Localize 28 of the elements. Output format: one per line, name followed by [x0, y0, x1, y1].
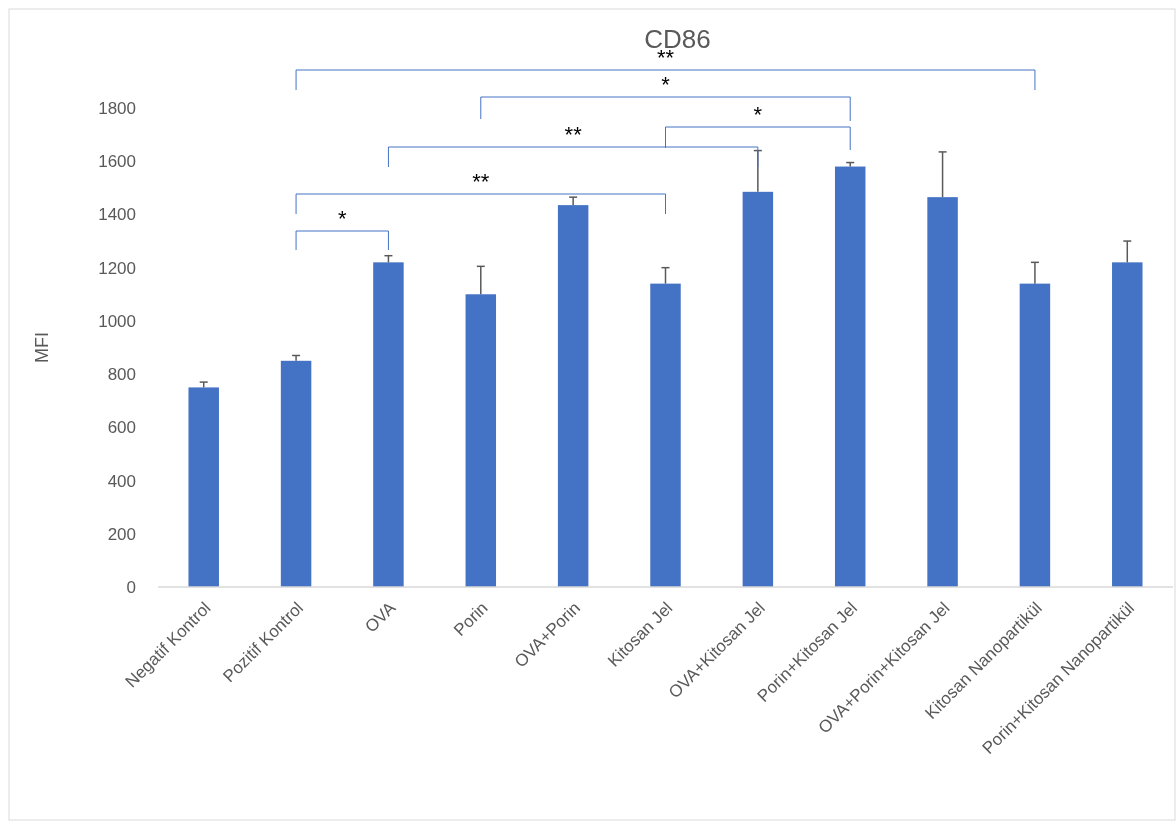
bar — [557, 205, 589, 587]
bar — [927, 197, 958, 587]
y-tick-label: 1200 — [98, 258, 136, 278]
annotation: ** — [472, 169, 490, 194]
y-tick-label: 1000 — [98, 311, 136, 331]
y-tick-label: 1400 — [98, 205, 136, 225]
bar — [650, 283, 681, 587]
text: * — [661, 72, 671, 97]
bar — [188, 387, 219, 587]
bar — [1112, 262, 1143, 587]
bar — [742, 191, 774, 587]
bar — [465, 294, 497, 587]
bar — [1019, 283, 1051, 587]
annotation: * — [753, 102, 763, 127]
y-tick-label: 600 — [107, 418, 136, 438]
y-tick-label: 1800 — [98, 98, 136, 118]
annotation: ** — [564, 122, 583, 147]
bar — [834, 166, 866, 587]
bar — [280, 360, 312, 587]
y-tick-label: 200 — [107, 524, 136, 544]
y-tick-label: 1600 — [98, 152, 136, 172]
y-tick-label: 800 — [107, 365, 136, 385]
bar — [373, 262, 404, 587]
y-tick-label: 0 — [126, 577, 136, 597]
y-axis-title: MFI — [32, 332, 52, 363]
annotation: * — [337, 206, 347, 231]
y-tick-label: 400 — [107, 471, 136, 491]
x-tick-label: OVA — [361, 597, 400, 637]
